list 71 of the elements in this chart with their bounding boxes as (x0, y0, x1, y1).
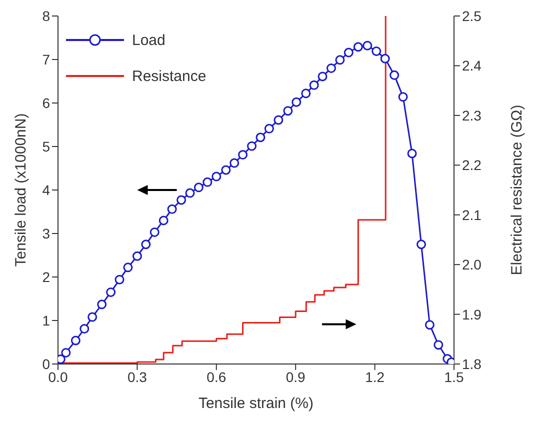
y2-tick-label: 2.2 (462, 157, 482, 174)
point (221, 165, 231, 175)
point (326, 63, 336, 73)
point (301, 88, 311, 98)
point (416, 240, 426, 250)
point (97, 300, 107, 310)
y2-tick-label: 2.4 (462, 58, 482, 74)
point (132, 251, 142, 261)
point (274, 115, 284, 125)
point (292, 97, 302, 107)
y-tick-label: 0 (42, 356, 50, 372)
y-tick-label: 6 (42, 94, 50, 111)
point (176, 195, 186, 205)
point (398, 92, 408, 102)
point (141, 240, 151, 250)
point (202, 177, 212, 187)
y2-tick-label: 1.8 (462, 356, 482, 372)
point (194, 182, 204, 192)
y2-tick-label: 2.5 (462, 8, 482, 24)
point (88, 312, 98, 322)
y2-tick-label: 2.3 (462, 107, 482, 124)
x-tick-label: 1.5 (444, 368, 464, 385)
point (70, 336, 80, 346)
point (390, 70, 400, 80)
y-tick-label: 3 (42, 225, 50, 242)
point (150, 227, 160, 237)
y-tick-label: 4 (42, 182, 50, 198)
point (407, 148, 417, 158)
point (380, 54, 390, 64)
y2-tick-label: 2.0 (462, 256, 482, 273)
point (238, 150, 248, 160)
point (106, 287, 116, 297)
point (353, 42, 363, 52)
y2-tick-label: 1.9 (462, 306, 482, 322)
point (61, 348, 71, 358)
legend-label: Load (132, 32, 166, 48)
y2-tick-label: 2.1 (462, 206, 482, 223)
y-tick-label: 8 (42, 8, 50, 24)
point (185, 188, 195, 198)
point (230, 158, 240, 168)
point (434, 340, 444, 350)
x-axis-title: Tensile strain (%) (198, 395, 314, 412)
y2-axis-title: Electrical resistance (GΩ) (508, 104, 526, 276)
point (264, 124, 274, 134)
x-tick-label: 0.6 (206, 368, 226, 385)
point (212, 172, 222, 182)
point (344, 48, 354, 58)
point (167, 204, 177, 214)
x-tick-label: 0.3 (127, 368, 148, 385)
point (114, 274, 124, 284)
point (158, 216, 168, 226)
y-tick-label: 1 (42, 312, 50, 328)
point (424, 320, 434, 330)
x-tick-label: 0.9 (286, 368, 306, 385)
point (318, 72, 328, 82)
point (256, 132, 266, 142)
point (123, 262, 133, 272)
point (283, 106, 293, 116)
y-tick-label: 2 (42, 268, 50, 285)
point (247, 141, 257, 151)
x-tick-label: 1.2 (365, 368, 385, 385)
point (309, 80, 319, 90)
point (372, 46, 382, 56)
point (362, 40, 372, 50)
x-tick-label: 0.0 (48, 368, 68, 385)
point (80, 324, 90, 334)
y-tick-label: 5 (42, 138, 50, 154)
y-axis-title: Tensile load (x1000nN) (12, 113, 30, 267)
point (335, 55, 345, 65)
y-tick-label: 7 (42, 51, 50, 68)
legend-label: Resistance (132, 68, 206, 84)
